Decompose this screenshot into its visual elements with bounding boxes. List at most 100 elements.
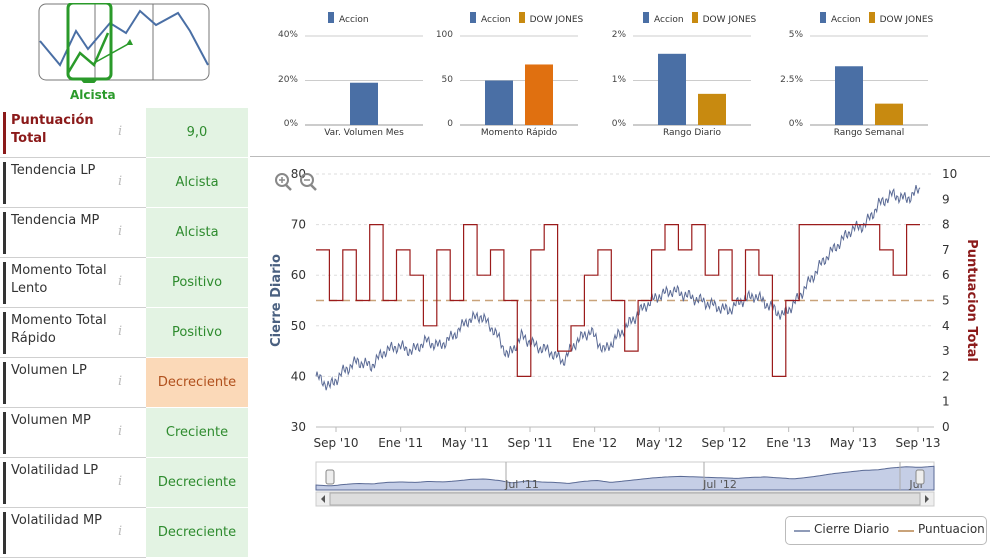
mini-plot (305, 35, 423, 126)
mini-y-tick: 0 (447, 119, 453, 129)
score-value: Creciente (146, 408, 248, 457)
bar-accion[interactable] (658, 53, 686, 125)
bar-dow-jones[interactable] (875, 103, 903, 125)
zoom-in-icon[interactable] (275, 173, 289, 187)
y-right-tick-label: 10 (942, 167, 957, 181)
row-divider (0, 157, 146, 158)
info-icon[interactable]: i (118, 374, 123, 389)
y-tick-label: 70 (291, 218, 306, 232)
mini-legend[interactable]: Accion DOW JONES (643, 12, 764, 25)
mini-y-tick: 1% (611, 74, 626, 85)
legend-entry[interactable]: DOW JONES (529, 15, 584, 25)
mini-legend[interactable]: Accion DOW JONES (820, 12, 941, 25)
y-right-tick-label: 6 (942, 268, 950, 282)
x-tick-label: Sep '11 (508, 436, 553, 450)
y-right-tick-label: 4 (942, 319, 950, 333)
navigator-handle-left[interactable] (325, 469, 335, 485)
row-divider (0, 207, 146, 208)
zoom-out-icon[interactable] (300, 173, 314, 187)
y-tick-label: 30 (291, 420, 306, 434)
info-icon[interactable]: i (118, 224, 123, 239)
scroll-right-arrow[interactable] (925, 495, 929, 503)
legend-swatch (820, 12, 826, 23)
bar-accion[interactable] (350, 82, 378, 125)
x-tick-label: Ene '11 (378, 436, 423, 450)
score-value: Alcista (146, 158, 248, 207)
main-legend[interactable]: Cierre Diario Puntuacion (785, 516, 987, 545)
navigator-label: Jul '12 (702, 478, 737, 491)
mini-y-tick: 2% (611, 30, 626, 40)
legend-swatch (328, 12, 334, 23)
info-icon[interactable]: i (118, 174, 123, 189)
mini-legend[interactable]: Accion DOW JONES (470, 12, 591, 25)
series-cierre-diario[interactable] (315, 184, 921, 391)
score-label: Volatilidad MP (3, 512, 111, 554)
y-right-tick-label: 0 (942, 420, 950, 434)
legend-swatch (518, 12, 525, 23)
score-label: Tendencia MP (3, 212, 111, 254)
info-icon[interactable]: i (118, 474, 123, 489)
mini-legend[interactable]: Accion (328, 12, 377, 25)
navigator-label: Jul '11 (504, 478, 539, 491)
row-divider (0, 557, 146, 558)
y-right-tick-label: 1 (942, 395, 950, 409)
x-tick-label: Sep '13 (896, 436, 941, 450)
bar-accion[interactable] (835, 66, 863, 125)
bar-dow-jones[interactable] (525, 64, 553, 125)
score-panel: Alcista Puntuación Total i 9,0 Tendencia LP… (0, 0, 250, 559)
mini-plot (633, 35, 751, 126)
mini-y-tick: 40% (277, 30, 298, 40)
mini-chart: Accion DOW JONES 100 50 0 Momento Rápido (425, 0, 603, 150)
legend-entry[interactable]: DOW JONES (879, 15, 934, 25)
score-label: Momento Total Rápido (3, 312, 111, 354)
score-value: Decreciente (146, 358, 248, 407)
mini-y-tick: 2.5% (780, 74, 803, 85)
row-divider (0, 507, 146, 508)
row-divider (0, 457, 146, 458)
scroll-left-arrow[interactable] (321, 495, 325, 503)
info-icon[interactable]: i (118, 124, 123, 139)
mini-y-tick: 100 (435, 30, 453, 40)
legend-entry[interactable]: Accion (831, 15, 861, 25)
legend-label-cierre[interactable]: Cierre Diario (814, 522, 890, 536)
row-divider (0, 407, 146, 408)
score-row: Volumen MP i Creciente (0, 408, 250, 458)
scrollbar-thumb[interactable] (329, 492, 921, 506)
navigator-series (315, 465, 935, 491)
score-label: Puntuación Total (3, 112, 111, 154)
legend-entry[interactable]: Accion (339, 15, 369, 25)
mini-plot (810, 35, 928, 126)
info-icon[interactable]: i (118, 424, 123, 439)
score-value: Decreciente (146, 458, 248, 507)
legend-entry[interactable]: DOW JONES (702, 15, 757, 25)
legend-swatch (643, 12, 649, 23)
mini-y-tick: 50 (441, 74, 453, 85)
series-puntuacion[interactable] (316, 223, 920, 377)
mini-chart: Accion 40% 20% 0% Var. Volumen Mes (270, 0, 448, 150)
mini-y-tick: 20% (277, 74, 298, 85)
legend-swatch (868, 12, 875, 23)
bar-dow-jones[interactable] (698, 93, 726, 125)
info-icon[interactable]: i (118, 324, 123, 339)
zoom-out-handle (310, 184, 317, 191)
score-row: Tendencia MP i Alcista (0, 208, 250, 258)
x-tick-label: Sep '12 (702, 436, 747, 450)
score-value: Decreciente (146, 508, 248, 557)
trend-logo (38, 3, 210, 83)
legend-label-punt[interactable]: Puntuacion (918, 522, 985, 536)
legend-entry[interactable]: Accion (481, 15, 511, 25)
mini-category-label: Var. Volumen Mes (324, 128, 404, 138)
mini-category-label: Rango Semanal (833, 128, 905, 138)
score-row: Volatilidad LP i Decreciente (0, 458, 250, 508)
legend-entry[interactable]: Accion (654, 15, 684, 25)
x-tick-label: May '13 (830, 436, 877, 450)
navigator-handle-right[interactable] (915, 469, 925, 485)
info-icon[interactable]: i (118, 524, 123, 539)
x-tick-label: Sep '10 (314, 436, 359, 450)
trend-logo-label: Alcista (70, 88, 116, 102)
score-row: Tendencia LP i Alcista (0, 158, 250, 208)
info-icon[interactable]: i (118, 274, 123, 289)
mini-category-label: Momento Rápido (480, 128, 558, 138)
bar-accion[interactable] (485, 80, 513, 126)
